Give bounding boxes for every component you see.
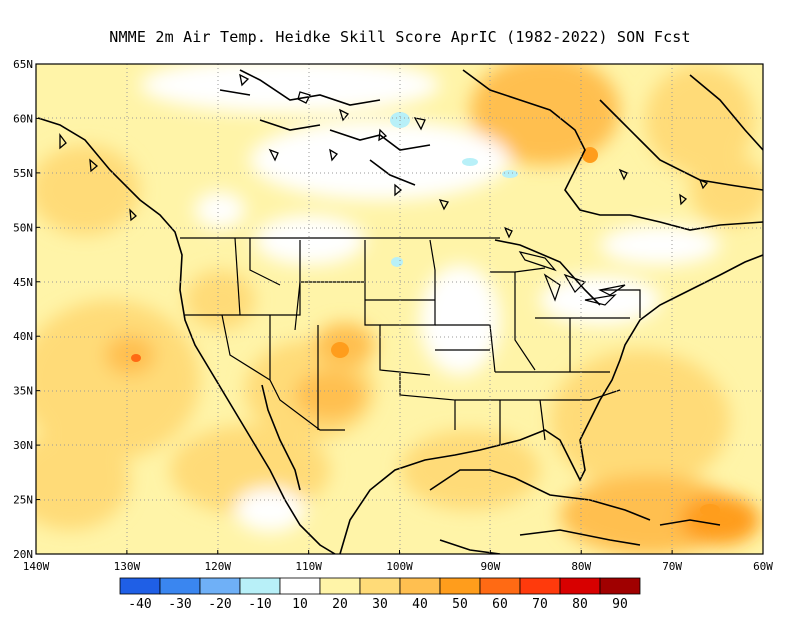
colorbar-swatch — [439, 577, 481, 595]
lat-label: 25N — [13, 494, 33, 507]
political-borders — [180, 237, 641, 445]
colorbar: -40 -30 -20 -10 10 20 30 40 50 60 70 80 90 — [119, 577, 641, 612]
lon-label: 140W — [23, 560, 50, 573]
lon-label: 120W — [205, 560, 232, 573]
lat-label: 50N — [13, 221, 33, 234]
cold-spot — [391, 257, 403, 267]
lat-label: 40N — [13, 330, 33, 343]
hot-spot — [331, 342, 349, 358]
colorbar-label: -10 — [248, 597, 271, 612]
lat-label: 20N — [13, 548, 33, 561]
colorbar-label: 10 — [292, 597, 308, 612]
colorbar-label: 90 — [612, 597, 628, 612]
colorbar-label: -40 — [128, 597, 151, 612]
colorbar-swatch — [479, 577, 521, 595]
colorbar-swatch — [199, 577, 241, 595]
shading-layer — [36, 64, 763, 554]
colorbar-label: 60 — [492, 597, 508, 612]
colorbar-swatch — [279, 577, 321, 595]
lon-label: 90W — [480, 560, 500, 573]
latitude-labels: 65N 60N 55N 50N 45N 40N 35N 30N 25N 20N — [13, 58, 33, 561]
colorbar-label: 70 — [532, 597, 548, 612]
lat-label: 45N — [13, 276, 33, 289]
colorbar-swatch — [159, 577, 201, 595]
lat-label: 30N — [13, 439, 33, 452]
hot-spot — [131, 354, 141, 362]
lat-label: 60N — [13, 112, 33, 125]
lon-label: 70W — [662, 560, 682, 573]
colorbar-swatch — [239, 577, 281, 595]
colorbar-label: 50 — [452, 597, 468, 612]
colorbar-swatch — [599, 577, 641, 595]
arctic-islands — [59, 73, 709, 239]
lon-label: 130W — [114, 560, 141, 573]
colorbar-label: 20 — [332, 597, 348, 612]
axis-ticks — [35, 63, 764, 555]
gridlines — [36, 64, 763, 554]
colorbar-swatch — [359, 577, 401, 595]
longitude-labels: 140W 130W 120W 110W 100W 90W 80W 70W 60W — [23, 560, 774, 573]
colorbar-swatch — [119, 577, 161, 595]
hot-spot — [582, 147, 598, 163]
lat-label: 55N — [13, 167, 33, 180]
lon-label: 80W — [571, 560, 591, 573]
colorbar-label: 30 — [372, 597, 388, 612]
lon-label: 100W — [386, 560, 413, 573]
colorbar-label: 40 — [412, 597, 428, 612]
lon-label: 60W — [753, 560, 773, 573]
coastlines — [37, 69, 763, 554]
colorbar-swatch — [519, 577, 561, 595]
colorbar-label: 80 — [572, 597, 588, 612]
hot-spot — [700, 504, 720, 516]
cold-spot — [462, 158, 478, 166]
colorbar-swatch — [399, 577, 441, 595]
lat-label: 35N — [13, 385, 33, 398]
cold-spot — [502, 170, 518, 178]
lat-label: 65N — [13, 58, 33, 71]
colorbar-swatch — [319, 577, 361, 595]
map-title: NMME 2m Air Temp. Heidke Skill Score Apr… — [109, 28, 691, 46]
colorbar-swatch — [559, 577, 601, 595]
colorbar-label: -20 — [208, 597, 231, 612]
lon-label: 110W — [295, 560, 322, 573]
great-lakes — [518, 251, 626, 306]
colorbar-label: -30 — [168, 597, 191, 612]
